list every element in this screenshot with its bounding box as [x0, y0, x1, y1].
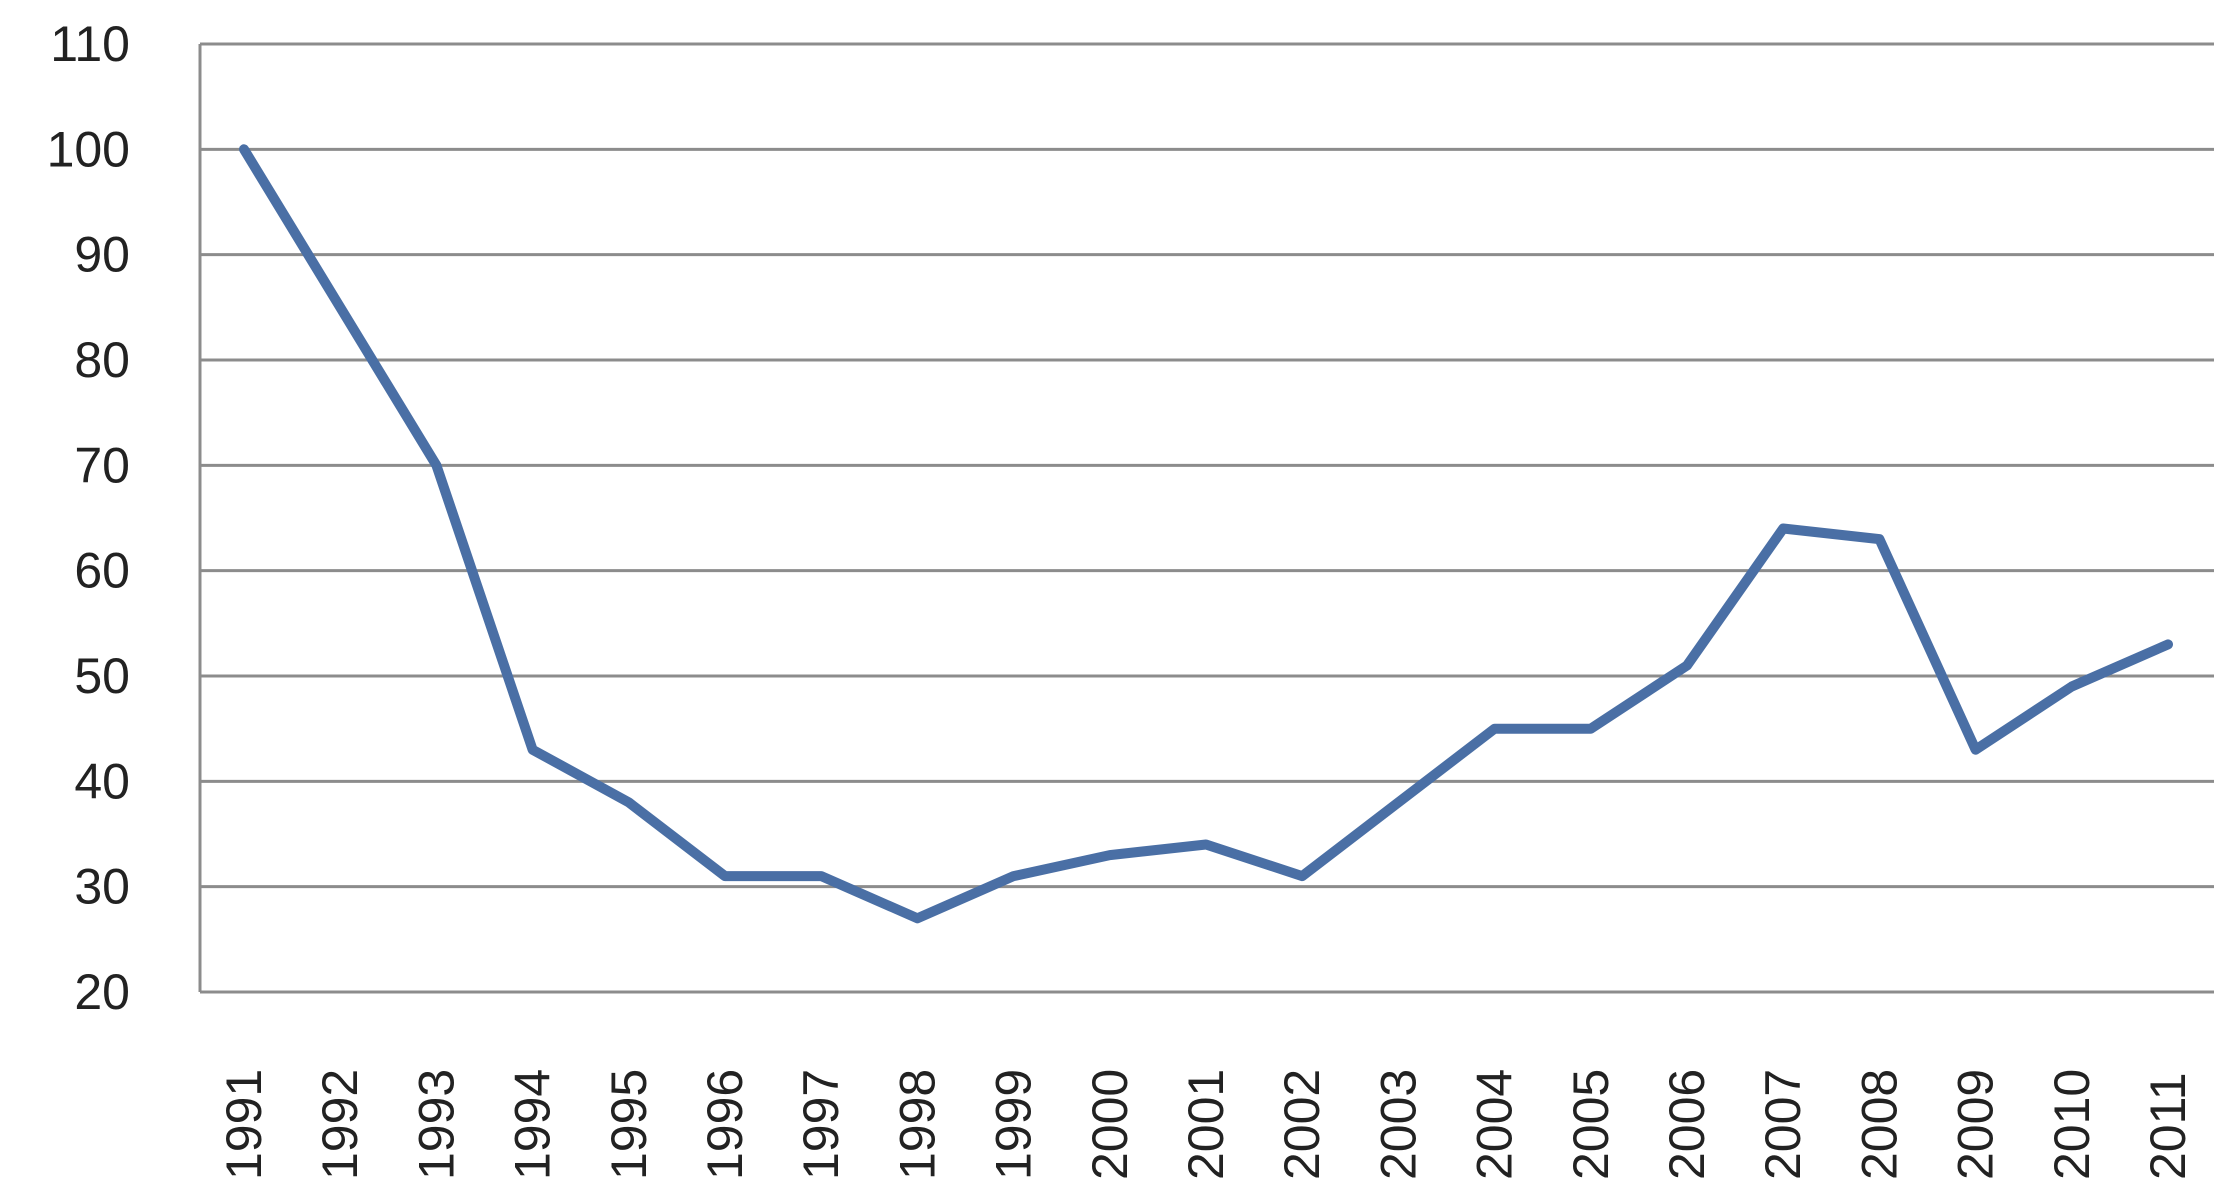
y-tick-label: 60	[74, 543, 130, 599]
x-tick-label: 2009	[1948, 1069, 2004, 1180]
y-tick-label: 70	[74, 437, 130, 493]
x-tick-label: 2006	[1659, 1069, 1715, 1180]
y-tick-label: 110	[50, 16, 130, 72]
y-tick-label: 100	[47, 121, 130, 177]
x-tick-label: 1991	[216, 1069, 272, 1180]
y-tick-label: 20	[74, 964, 130, 1020]
x-tick-label: 1992	[312, 1069, 368, 1180]
x-tick-label: 1998	[889, 1069, 945, 1180]
x-tick-label: 1993	[408, 1069, 464, 1180]
y-tick-label: 90	[74, 227, 130, 283]
x-tick-label: 1994	[505, 1069, 561, 1180]
series-layer	[239, 144, 2173, 924]
x-tick-label: 2004	[1467, 1069, 1523, 1180]
x-tick-label: 1999	[986, 1069, 1042, 1180]
x-tick-label: 2010	[2044, 1069, 2100, 1180]
x-tick-label: 1996	[697, 1069, 753, 1180]
x-tick-label: 2003	[1370, 1069, 1426, 1180]
grid-layer	[200, 42, 2214, 889]
y-tick-label: 40	[74, 753, 130, 809]
x-tick-label: 2000	[1082, 1069, 1138, 1180]
x-tick-label: 2007	[1755, 1069, 1811, 1180]
x-tick-label: 2002	[1274, 1069, 1330, 1180]
x-tick-labels: 1991 1992 1993 1994 1995 1996 1997 1998 1999 2000…	[216, 1069, 2196, 1180]
x-tick-label: 2005	[1563, 1069, 1619, 1180]
series-line	[239, 144, 2173, 924]
x-tick-label: 2008	[1851, 1069, 1907, 1180]
y-tick-label: 80	[74, 332, 130, 388]
x-tick-label: 1995	[601, 1069, 657, 1180]
axis-layer	[198, 44, 2214, 994]
y-tick-label: 30	[74, 859, 130, 915]
x-tick-label: 2011	[2140, 1072, 2196, 1180]
y-tick-labels: 20 30 40 50 60 70 80 90 100 110	[47, 16, 130, 1020]
x-tick-label: 1997	[793, 1069, 849, 1180]
x-tick-label: 2001	[1178, 1069, 1234, 1180]
y-tick-label: 50	[74, 648, 130, 704]
